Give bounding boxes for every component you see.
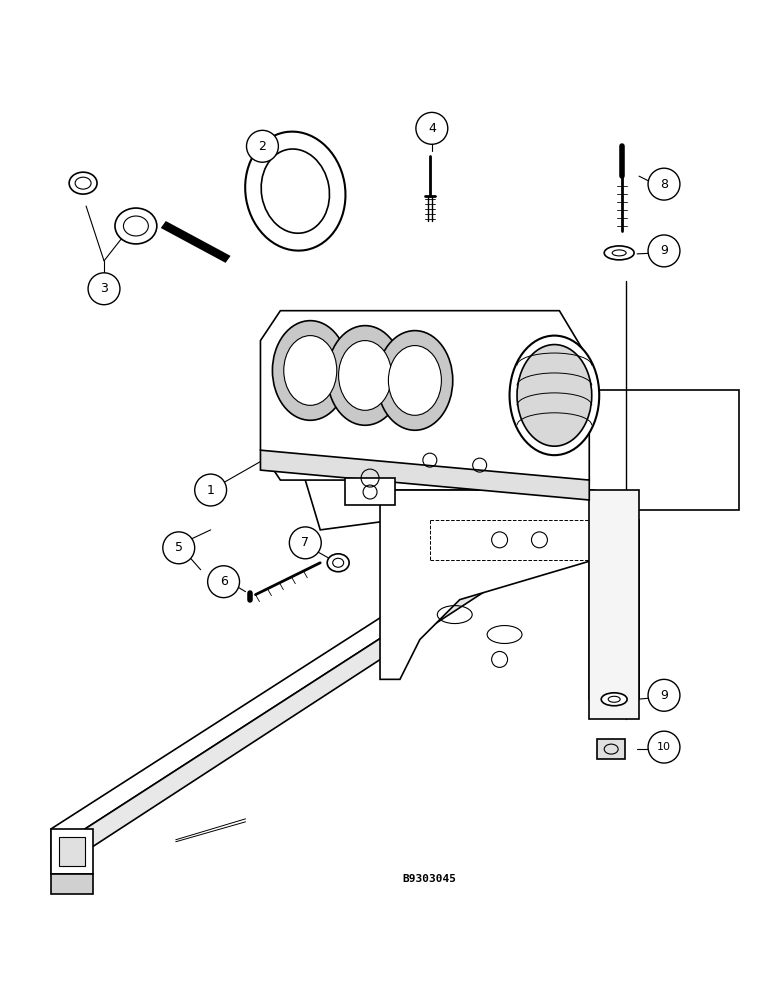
Ellipse shape — [510, 336, 599, 455]
Ellipse shape — [75, 177, 91, 189]
Text: 7: 7 — [301, 536, 310, 549]
Circle shape — [88, 273, 120, 305]
Ellipse shape — [284, 336, 337, 405]
Text: 2: 2 — [259, 140, 266, 153]
Ellipse shape — [245, 132, 346, 251]
FancyBboxPatch shape — [598, 739, 625, 759]
Text: B9303045: B9303045 — [403, 874, 457, 884]
Circle shape — [648, 679, 680, 711]
Ellipse shape — [601, 693, 627, 706]
Text: 1: 1 — [207, 484, 215, 497]
Circle shape — [416, 112, 448, 144]
Polygon shape — [395, 490, 639, 699]
Ellipse shape — [115, 208, 157, 244]
Text: 9: 9 — [660, 244, 668, 257]
Ellipse shape — [327, 554, 349, 572]
Circle shape — [648, 731, 680, 763]
Text: 3: 3 — [100, 282, 108, 295]
Ellipse shape — [69, 172, 97, 194]
Ellipse shape — [517, 345, 592, 446]
Circle shape — [648, 235, 680, 267]
Ellipse shape — [388, 346, 442, 415]
Circle shape — [163, 532, 195, 564]
Text: 6: 6 — [220, 575, 228, 588]
Circle shape — [246, 130, 279, 162]
Text: 9: 9 — [660, 689, 668, 702]
Ellipse shape — [273, 321, 348, 420]
Text: 8: 8 — [660, 178, 668, 191]
Ellipse shape — [612, 250, 626, 256]
Ellipse shape — [261, 149, 330, 233]
Polygon shape — [290, 390, 619, 530]
Polygon shape — [530, 390, 739, 510]
Polygon shape — [51, 510, 579, 874]
Polygon shape — [161, 221, 231, 263]
Ellipse shape — [377, 331, 452, 430]
Text: 5: 5 — [174, 541, 183, 554]
Polygon shape — [260, 311, 589, 480]
Circle shape — [208, 566, 239, 598]
Ellipse shape — [608, 696, 620, 702]
Polygon shape — [59, 837, 85, 866]
Circle shape — [648, 168, 680, 200]
Polygon shape — [51, 829, 93, 874]
Ellipse shape — [339, 341, 391, 410]
Ellipse shape — [333, 558, 344, 567]
Ellipse shape — [327, 326, 403, 425]
Polygon shape — [345, 478, 395, 505]
Circle shape — [290, 527, 321, 559]
Text: 4: 4 — [428, 122, 435, 135]
Ellipse shape — [604, 246, 634, 260]
Circle shape — [195, 474, 226, 506]
Polygon shape — [380, 490, 594, 679]
Text: 10: 10 — [657, 742, 671, 752]
Polygon shape — [51, 490, 579, 851]
Polygon shape — [260, 450, 589, 500]
Polygon shape — [589, 490, 639, 719]
Polygon shape — [51, 874, 93, 894]
